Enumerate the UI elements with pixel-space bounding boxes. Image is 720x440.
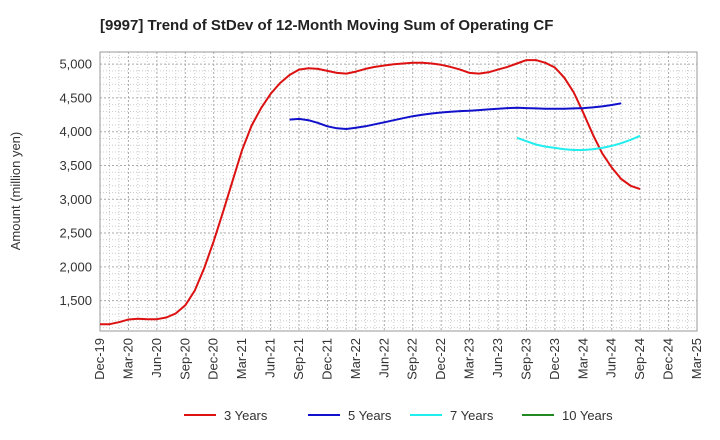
x-tick-label: Jun-21 — [263, 338, 278, 378]
legend-label: 3 Years — [224, 408, 268, 423]
y-tick-label: 3,000 — [59, 192, 92, 207]
y-axis-ticks: 1,500 2,000 2,500 3,000 3,500 4,000 4,500 5,000 — [59, 57, 92, 308]
x-tick-label: Sep-24 — [632, 338, 647, 380]
x-tick-label: Mar-21 — [234, 338, 249, 379]
x-tick-label: Dec-21 — [319, 338, 334, 380]
x-tick-label: Jun-20 — [149, 338, 164, 378]
series-line — [516, 134, 641, 151]
grid — [99, 52, 698, 331]
x-tick-label: Jun-22 — [376, 338, 391, 378]
x-tick-label: Sep-23 — [518, 338, 533, 380]
y-tick-label: 5,000 — [59, 57, 92, 72]
legend-label: 5 Years — [348, 408, 392, 423]
y-tick-label: 4,500 — [59, 90, 92, 105]
legend-label: 7 Years — [450, 408, 494, 423]
x-tick-label: Jun-24 — [604, 338, 619, 378]
x-tick-label: Dec-23 — [547, 338, 562, 380]
x-tick-label: Mar-24 — [575, 338, 590, 379]
plot-area-frame — [99, 51, 698, 332]
x-tick-label: Mar-20 — [120, 338, 135, 379]
x-tick-label: Sep-22 — [405, 338, 420, 380]
y-tick-label: 3,500 — [59, 158, 92, 173]
x-tick-label: Mar-25 — [689, 338, 704, 379]
x-tick-label: Mar-23 — [462, 338, 477, 379]
chart-title: [9997] Trend of StDev of 12-Month Moving… — [100, 17, 553, 34]
x-tick-label: Sep-20 — [177, 338, 192, 380]
series-line — [100, 59, 641, 326]
y-tick-label: 2,500 — [59, 226, 92, 241]
y-axis-title: Amount (million yen) — [8, 132, 23, 251]
x-tick-label: Dec-20 — [206, 338, 221, 380]
x-tick-label: Dec-19 — [92, 338, 107, 380]
x-tick-label: Jun-23 — [490, 338, 505, 378]
x-axis-ticks: Dec-19 Mar-20 Jun-20 Sep-20 Dec-20 Mar-21 Jun-… — [92, 338, 704, 380]
legend: 3 Years 5 Years 7 Years 10 Years — [184, 408, 613, 423]
y-tick-label: 4,000 — [59, 124, 92, 139]
legend-label: 10 Years — [562, 408, 613, 423]
y-tick-label: 2,000 — [59, 259, 92, 274]
series-line — [289, 102, 622, 130]
y-tick-label: 1,500 — [59, 293, 92, 308]
series-layer — [100, 59, 641, 326]
x-tick-label: Sep-21 — [291, 338, 306, 380]
x-tick-label: Dec-22 — [433, 338, 448, 380]
x-tick-label: Dec-24 — [661, 338, 676, 380]
x-tick-label: Mar-22 — [348, 338, 363, 379]
